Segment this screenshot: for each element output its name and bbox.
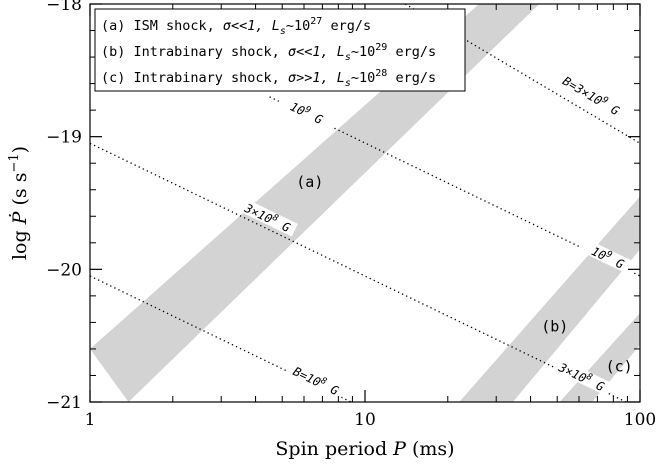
- band-b: [459, 196, 640, 402]
- y-tick-label: −19: [46, 128, 82, 148]
- x-tick-label: 10: [354, 410, 376, 430]
- field-line-label: B=3×109 G: [560, 73, 622, 118]
- band-a: [90, 4, 540, 402]
- field-line-label: 109 G: [589, 243, 626, 271]
- band-label: (a): [296, 173, 323, 191]
- band-label: (b): [541, 318, 568, 336]
- y-tick-label: −20: [46, 260, 82, 280]
- band-labels: (a) (b) (c): [296, 173, 632, 375]
- x-tick-label: 100: [624, 410, 656, 430]
- y-tick-label: −18: [46, 0, 82, 15]
- legend-entry: (a) ISM shock, σ<<1, Ls~1027 erg/s: [101, 16, 371, 37]
- shaded-bands: [90, 4, 640, 402]
- legend-entry: (c) Intrabinary shock, σ>>1, Ls~1028 erg…: [101, 68, 436, 89]
- field-line-label: B=108 G: [291, 363, 341, 398]
- legend-box: [94, 8, 466, 92]
- legend: (a) ISM shock, σ<<1, Ls~1027 erg/s (b) In…: [94, 8, 466, 92]
- band-label: (c): [606, 357, 633, 375]
- y-tick-label: −21: [46, 393, 82, 413]
- legend-entry: (b) Intrabinary shock, σ<<1, Ls~1029 erg…: [101, 42, 436, 63]
- field-line: [90, 275, 352, 402]
- y-axis-label: log Ṗ (s s−1): [7, 146, 31, 260]
- field-line: [90, 142, 627, 402]
- field-line-label: 109 G: [288, 99, 325, 127]
- x-tick-label: 1: [85, 410, 96, 430]
- band-c: [559, 313, 640, 402]
- axis-ticks: 1 10 100 −18 −19 −20 −21: [46, 0, 656, 430]
- x-axis-label: Spin period P (ms): [275, 438, 454, 460]
